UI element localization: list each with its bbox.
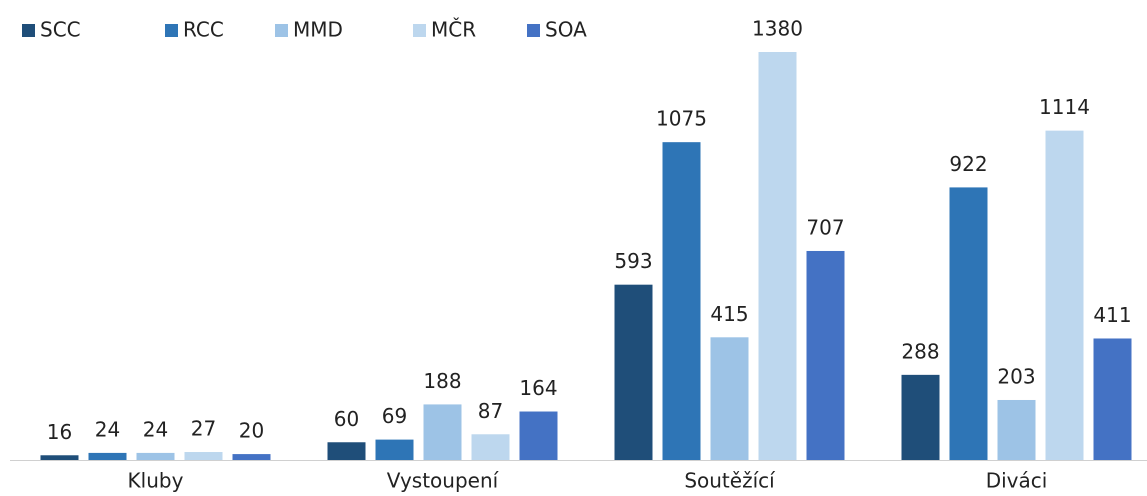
legend-label: MČR <box>431 18 476 42</box>
data-label: 203 <box>997 364 1035 388</box>
data-label: 16 <box>47 420 72 444</box>
bar <box>136 452 175 460</box>
data-label: 415 <box>710 302 748 326</box>
legend-label: MMD <box>293 18 343 42</box>
bar <box>997 399 1036 460</box>
bar <box>471 434 510 460</box>
data-label: 60 <box>334 407 359 431</box>
legend-swatch <box>165 24 178 37</box>
bar <box>423 404 462 460</box>
data-label: 1075 <box>656 107 707 131</box>
bar <box>327 442 366 460</box>
data-label: 593 <box>614 249 652 273</box>
data-label: 69 <box>382 404 407 428</box>
legend-swatch <box>413 24 426 37</box>
x-tick-label: Kluby <box>128 469 184 493</box>
bar <box>1093 338 1132 460</box>
bar <box>1045 130 1084 460</box>
bar <box>949 187 988 460</box>
bar <box>662 142 701 460</box>
legend-swatch <box>22 24 35 37</box>
data-label: 1114 <box>1039 95 1090 119</box>
data-label: 164 <box>519 376 557 400</box>
legend-swatch <box>527 24 540 37</box>
bar <box>375 439 414 460</box>
data-label: 188 <box>423 369 461 393</box>
data-label: 24 <box>95 417 120 441</box>
data-label: 24 <box>143 417 168 441</box>
x-tick-label: Soutěžící <box>684 469 776 493</box>
bar <box>806 250 845 460</box>
legend-swatch <box>275 24 288 37</box>
data-label: 288 <box>901 339 939 363</box>
bar <box>758 52 797 460</box>
bar <box>901 374 940 460</box>
bar <box>232 454 271 460</box>
bar <box>184 452 223 460</box>
bar <box>519 411 558 460</box>
x-tick-label: Diváci <box>986 469 1048 493</box>
data-label: 922 <box>949 152 987 176</box>
data-label: 27 <box>191 417 216 441</box>
bar <box>88 452 127 460</box>
data-label: 20 <box>239 419 264 443</box>
legend-label: SCC <box>40 18 81 42</box>
bar <box>710 337 749 460</box>
data-label: 707 <box>806 215 844 239</box>
x-tick-label: Vystoupení <box>387 469 500 493</box>
data-label: 1380 <box>752 17 803 41</box>
bar <box>614 284 653 460</box>
data-label: 87 <box>478 399 503 423</box>
legend-label: RCC <box>183 18 224 42</box>
data-label: 411 <box>1093 303 1131 327</box>
legend-label: SOA <box>545 18 587 42</box>
bar <box>40 455 79 460</box>
